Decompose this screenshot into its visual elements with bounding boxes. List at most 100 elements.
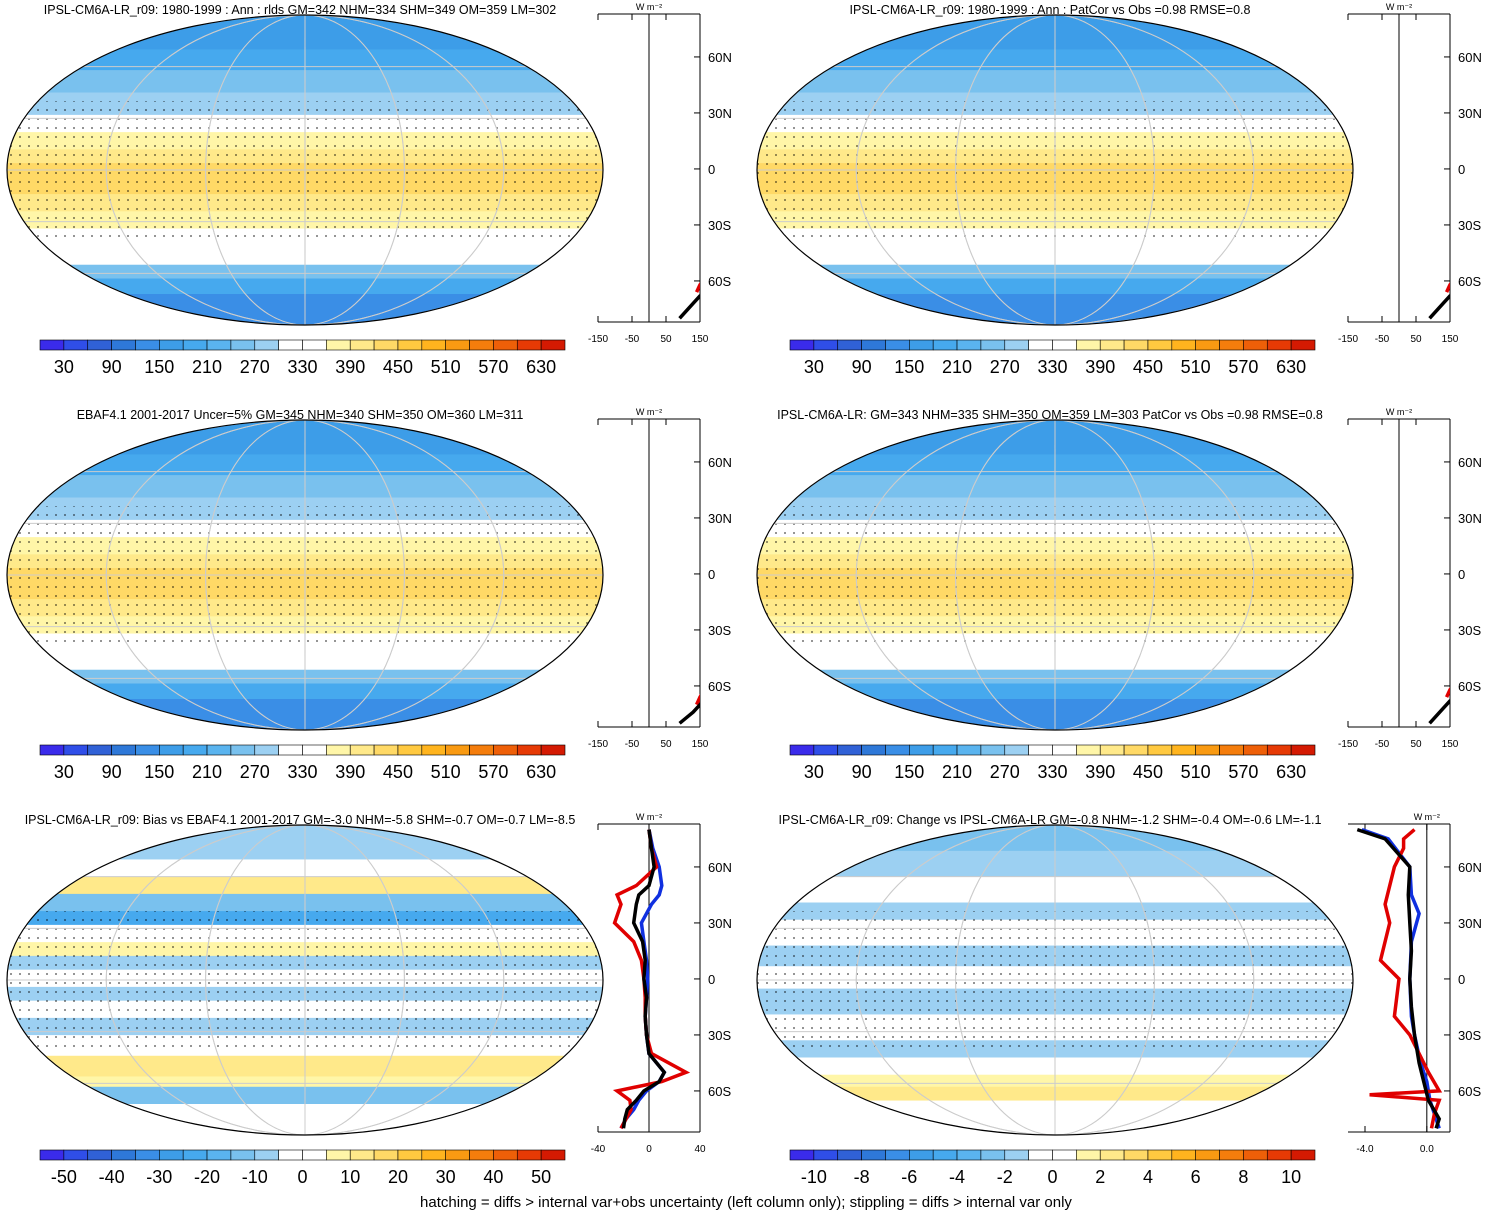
colorbar-box: [350, 340, 374, 350]
unit-label: W m⁻²: [1414, 812, 1440, 822]
colorbar-box: [790, 1150, 814, 1160]
colorbar-box: [470, 1150, 494, 1160]
colorbar-box: [207, 745, 231, 755]
y-tick-label: 30N: [1458, 106, 1482, 121]
colorbar-label: 150: [144, 762, 174, 782]
colorbar-box: [1124, 340, 1148, 350]
colorbar-label: 10: [1281, 1167, 1301, 1187]
colorbar-box: [1005, 745, 1029, 755]
colorbar-box: [885, 340, 909, 350]
colorbar-box: [64, 745, 88, 755]
y-tick-label: 0: [1458, 162, 1465, 177]
colorbar-label: 330: [287, 357, 317, 377]
y-tick-label: 0: [1458, 567, 1465, 582]
colorbar-label: 510: [431, 762, 461, 782]
colorbar-label: 270: [990, 762, 1020, 782]
colorbar-label: -10: [801, 1167, 827, 1187]
colorbar-box: [838, 340, 862, 350]
colorbar-box: [1172, 1150, 1196, 1160]
colorbar-box: [446, 745, 470, 755]
colorbar-box: [40, 745, 64, 755]
colorbar-box: [422, 340, 446, 350]
colorbar-box: [279, 1150, 303, 1160]
colorbar-label: 630: [526, 357, 556, 377]
colorbar-label: 0: [297, 1167, 307, 1187]
colorbar-box: [1291, 1150, 1315, 1160]
colorbar-box: [814, 1150, 838, 1160]
colorbar-box: [88, 745, 112, 755]
colorbar-label: 390: [1085, 762, 1115, 782]
y-tick-label: 60S: [708, 679, 731, 694]
colorbar-box: [909, 340, 933, 350]
colorbar-label: 210: [942, 762, 972, 782]
colorbar-box: [255, 340, 279, 350]
colorbar-box: [981, 340, 1005, 350]
colorbar-label: 2: [1095, 1167, 1105, 1187]
colorbar-box: [135, 745, 159, 755]
colorbar-label: -30: [146, 1167, 172, 1187]
colorbar-label: -2: [997, 1167, 1013, 1187]
colorbar-label: 90: [102, 357, 122, 377]
colorbar-box: [814, 745, 838, 755]
colorbar-box: [933, 340, 957, 350]
colorbar-label: 570: [478, 357, 508, 377]
colorbar-box: [279, 340, 303, 350]
colorbar-box: [470, 745, 494, 755]
colorbar-box: [541, 1150, 565, 1160]
colorbar-box: [862, 1150, 886, 1160]
colorbar-label: -50: [51, 1167, 77, 1187]
colorbar-box: [398, 1150, 422, 1160]
colorbar-label: 10: [340, 1167, 360, 1187]
colorbar-box: [303, 745, 327, 755]
x-tick-label: 0: [646, 1144, 652, 1155]
profile: [615, 830, 686, 1129]
colorbar-box: [40, 340, 64, 350]
colorbar-label: 4: [1143, 1167, 1153, 1187]
colorbar-box: [517, 745, 541, 755]
colorbar-box: [1005, 340, 1029, 350]
colorbar-box: [885, 1150, 909, 1160]
colorbar-box: [1124, 745, 1148, 755]
colorbar-box: [422, 1150, 446, 1160]
colorbar-box: [1291, 340, 1315, 350]
colorbar-label: 510: [1181, 357, 1211, 377]
colorbar-label: 570: [1228, 357, 1258, 377]
y-tick-label: 30S: [708, 623, 731, 638]
map: [7, 825, 603, 1136]
colorbar-box: [374, 1150, 398, 1160]
x-tick-label: 50: [1410, 334, 1422, 345]
colorbar-box: [1100, 1150, 1124, 1160]
colorbar-box: [981, 1150, 1005, 1160]
colorbar-box: [1291, 745, 1315, 755]
colorbar-box: [326, 745, 350, 755]
colorbar-box: [933, 745, 957, 755]
colorbar-box: [159, 1150, 183, 1160]
y-tick-label: 0: [708, 972, 715, 987]
colorbar-box: [790, 745, 814, 755]
colorbar-label: 270: [240, 357, 270, 377]
colorbar-box: [909, 1150, 933, 1160]
y-tick-label: 30S: [708, 1028, 731, 1043]
colorbar-label: 630: [1276, 762, 1306, 782]
colorbar-box: [1005, 1150, 1029, 1160]
colorbar-box: [422, 745, 446, 755]
y-tick-label: 30N: [708, 511, 732, 526]
colorbar-box: [255, 745, 279, 755]
x-tick-label: 150: [1442, 739, 1459, 750]
colorbar-box: [183, 340, 207, 350]
colorbar-box: [1076, 340, 1100, 350]
y-tick-label: 30N: [708, 106, 732, 121]
map: [757, 15, 1353, 326]
colorbar-box: [517, 1150, 541, 1160]
colorbar-label: 450: [1133, 357, 1163, 377]
colorbar-box: [1267, 340, 1291, 350]
x-tick-label: 0.0: [1420, 1144, 1434, 1155]
profile: [680, 262, 738, 318]
colorbar-box: [957, 745, 981, 755]
colorbar-box: [1053, 1150, 1077, 1160]
colorbar-label: 390: [1085, 357, 1115, 377]
colorbar-box: [303, 340, 327, 350]
colorbar-box: [326, 340, 350, 350]
x-tick-label: 150: [692, 739, 709, 750]
